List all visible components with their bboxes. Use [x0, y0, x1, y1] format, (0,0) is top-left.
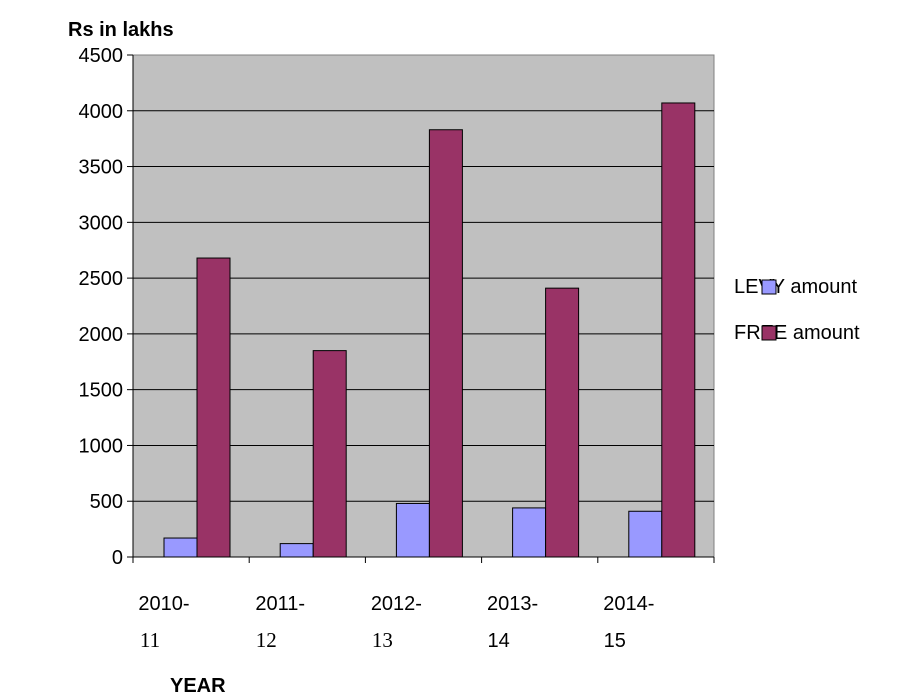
bar-levy-3: [512, 507, 547, 558]
y-tick-label: 4500: [79, 45, 124, 67]
x-tick-label-top: 2012-: [371, 593, 422, 615]
y-tick-label: 3000: [79, 212, 124, 234]
legend-swatch-free: [761, 325, 777, 341]
bar-levy-1: [279, 543, 314, 558]
x-tick-label-top: 2013-: [487, 593, 538, 615]
x-tick-label-top: 2011-: [255, 593, 305, 615]
x-tick-label-bottom: 14: [487, 630, 509, 652]
y-tick-label: 500: [90, 491, 123, 513]
x-tick-label-bottom: 13: [372, 628, 393, 652]
bar-free-1: [312, 350, 347, 558]
y-tick-label: 0: [112, 547, 123, 569]
x-tick-label-bottom: 11: [140, 628, 160, 652]
bar-free-0: [196, 257, 231, 558]
legend: LEVY amount FREE amount: [734, 276, 860, 344]
y-tick-label: 1000: [79, 435, 124, 457]
x-tick-label-bottom: 12: [256, 628, 277, 652]
y-tick-label: 4000: [79, 101, 124, 123]
bar-free-3: [545, 287, 580, 558]
y-tick-label: 2500: [79, 268, 124, 290]
x-tick-label-top: 2014-: [603, 593, 654, 615]
y-tick-label: 2000: [79, 324, 124, 346]
bar-free-2: [428, 129, 463, 558]
bar-levy-4: [628, 510, 663, 558]
x-tick-label-top: 2010-: [138, 593, 189, 615]
bar-levy-2: [395, 502, 430, 558]
x-tick-label-bottom: 15: [604, 630, 626, 652]
bar-levy-0: [163, 537, 198, 558]
y-tick-label: 3500: [79, 157, 124, 179]
legend-swatch-levy: [761, 279, 777, 295]
y-axis-label: Rs in lakhs: [68, 19, 174, 41]
legend-label-free: FREE amount: [734, 322, 860, 344]
x-axis-label: YEAR: [170, 675, 226, 697]
y-tick-label: 1500: [79, 380, 124, 402]
legend-label-levy: LEVY amount: [734, 276, 857, 298]
bar-free-4: [661, 102, 696, 558]
